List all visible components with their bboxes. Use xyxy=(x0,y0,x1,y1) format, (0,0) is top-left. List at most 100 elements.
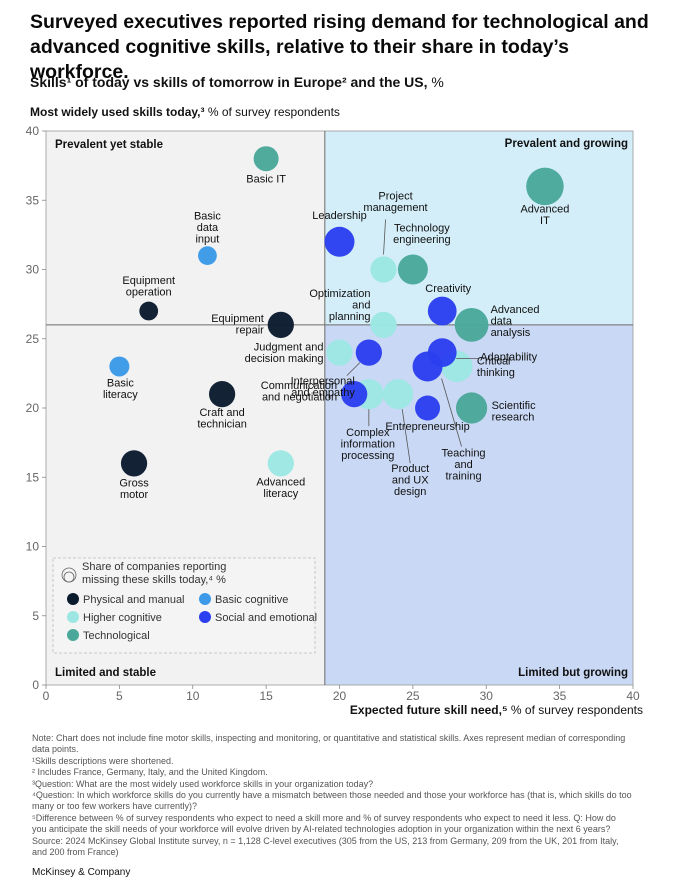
legend-label: Basic cognitive xyxy=(215,594,288,606)
data-point-label: Entrepreneurship xyxy=(385,421,469,433)
legend-title: Share of companies reporting xyxy=(82,561,226,573)
data-point xyxy=(267,311,294,339)
data-point xyxy=(341,381,368,408)
data-point xyxy=(455,392,488,424)
data-point-label: Product xyxy=(391,463,429,475)
x-tick-label: 35 xyxy=(553,689,567,703)
data-point-label: Teaching xyxy=(442,447,486,459)
quadrant-label-bottom-right: Limited but growing xyxy=(518,667,628,679)
data-point-label: motor xyxy=(120,489,148,501)
data-point-label: analysis xyxy=(491,327,531,339)
legend-swatch-higher xyxy=(67,611,79,623)
data-point xyxy=(109,356,130,377)
data-point-label: and UX xyxy=(392,475,429,487)
data-point-label: Gross xyxy=(119,477,149,489)
legend-label: Technological xyxy=(83,630,150,642)
data-point-label: operation xyxy=(126,287,172,299)
data-point-label: Equipment xyxy=(211,313,264,325)
data-point-label: and empathy xyxy=(291,387,355,399)
data-point xyxy=(267,450,294,477)
data-point-label: Interpersonal xyxy=(291,376,355,388)
data-point xyxy=(253,146,279,172)
legend-size-icon xyxy=(63,571,75,583)
data-point-label: Leadership xyxy=(312,210,366,222)
legend-label: Physical and manual xyxy=(83,594,185,606)
label-leader-line xyxy=(401,409,411,464)
y-axis-title: Most widely used skills today,³ % of sur… xyxy=(30,105,340,119)
x-tick-label: 20 xyxy=(333,689,347,703)
data-point-label: Project xyxy=(378,191,412,203)
data-point xyxy=(326,339,353,366)
y-tick-label: 10 xyxy=(26,540,40,554)
data-point-label: Basic xyxy=(194,211,221,223)
legend-swatch-physical xyxy=(67,593,79,605)
data-point-label: and xyxy=(352,299,370,311)
x-tick-label: 10 xyxy=(186,689,200,703)
data-point-label: processing xyxy=(341,450,394,462)
footnote: ³Question: What are the most widely used… xyxy=(32,778,374,789)
footnote: ² Includes France, Germany, Italy, and t… xyxy=(32,767,268,778)
data-point-label: design xyxy=(394,486,426,498)
data-point-label: repair xyxy=(236,324,264,336)
x-tick-label: 30 xyxy=(480,689,494,703)
data-point-label: Basic xyxy=(107,377,134,389)
x-tick-label: 25 xyxy=(406,689,420,703)
data-point xyxy=(415,395,441,421)
x-tick-label: 5 xyxy=(116,689,123,703)
data-point-label: training xyxy=(446,470,482,482)
data-point-label: thinking xyxy=(477,367,515,379)
data-point-label: input xyxy=(195,234,219,246)
data-point-label: Advanced xyxy=(520,203,569,215)
data-point-label: Adaptability xyxy=(480,352,537,364)
data-point xyxy=(324,226,355,257)
label-leader-line xyxy=(441,378,462,447)
data-point xyxy=(355,339,382,366)
data-point-label: Communication xyxy=(261,380,337,392)
data-point-label: decision making xyxy=(245,353,324,365)
data-point xyxy=(397,254,428,285)
data-point-label: and negotiation xyxy=(262,392,337,404)
data-point-label: Optimization xyxy=(309,288,370,300)
chart-title: Surveyed executives reported rising dema… xyxy=(30,11,649,83)
legend-swatch-basic xyxy=(199,593,211,605)
data-point-label: data xyxy=(197,222,219,234)
x-tick-label: 0 xyxy=(43,689,50,703)
footnote: Source: 2024 McKinsey Global Institute s… xyxy=(32,835,619,858)
data-point xyxy=(370,311,397,339)
legend-swatch-tech xyxy=(67,629,79,641)
data-point-label: literacy xyxy=(263,488,298,500)
y-tick-label: 35 xyxy=(26,193,40,207)
x-axis-title: Expected future skill need,⁵ % of survey… xyxy=(350,703,643,717)
data-point-label: planning xyxy=(329,311,371,323)
y-tick-label: 5 xyxy=(32,609,39,623)
data-point-label: Complex xyxy=(346,427,390,439)
data-point-label: IT xyxy=(540,215,550,227)
data-point xyxy=(120,450,148,477)
y-tick-label: 40 xyxy=(26,124,40,138)
y-axis-title-bold: Most widely used skills today,³ xyxy=(30,105,205,119)
footnotes: Note: Chart does not include fine motor … xyxy=(32,733,632,858)
data-point-label: Judgment and xyxy=(254,342,324,354)
data-point xyxy=(526,167,564,206)
footnote: Note: Chart does not include fine motor … xyxy=(32,733,626,755)
data-point-label: Scientific xyxy=(492,400,537,412)
footnote: ⁵Difference between % of survey responde… xyxy=(32,812,616,835)
data-point-label: and xyxy=(454,459,472,471)
x-tick-label: 15 xyxy=(259,689,273,703)
quadrant-label-bottom-left: Limited and stable xyxy=(55,667,156,679)
data-point xyxy=(383,379,414,410)
y-tick-label: 30 xyxy=(26,263,40,277)
data-point-label: Advanced xyxy=(256,476,305,488)
quadrant-label-top-right: Prevalent and growing xyxy=(505,138,628,150)
legend-title: missing these skills today,⁴ % xyxy=(82,574,226,586)
data-point-label: Critical xyxy=(477,355,511,367)
quadrant-label-top-left: Prevalent yet stable xyxy=(55,139,163,151)
legend-swatch-social xyxy=(199,611,211,623)
data-point-label: Creativity xyxy=(425,283,471,295)
legend-label: Higher cognitive xyxy=(83,612,162,624)
x-tick-label: 40 xyxy=(626,689,640,703)
legend-label: Social and emotional xyxy=(215,612,317,624)
data-point-label: Craft and xyxy=(199,407,244,419)
data-point-label: information xyxy=(341,439,395,451)
y-tick-label: 0 xyxy=(32,678,39,692)
